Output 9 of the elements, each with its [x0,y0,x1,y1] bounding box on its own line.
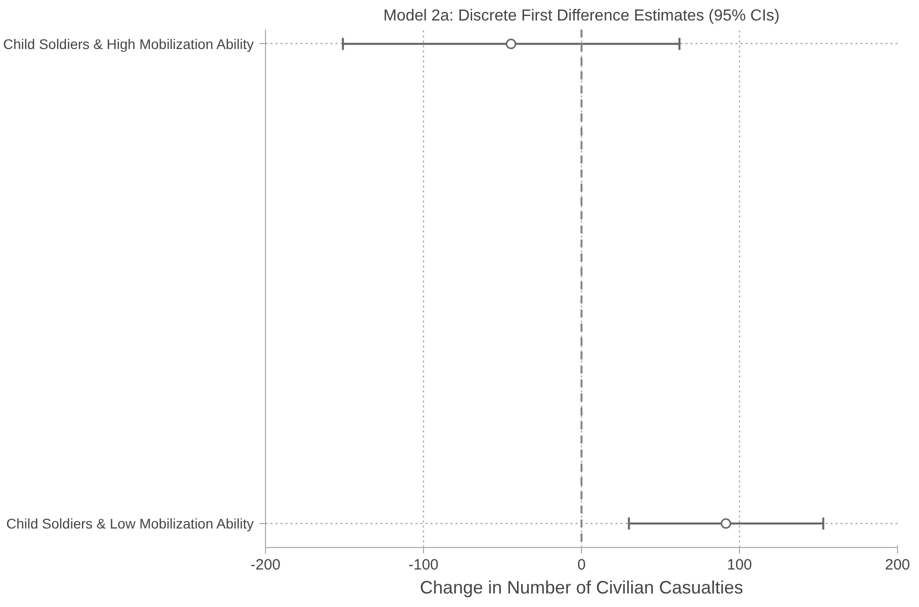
y-tick-label: Child Soldiers & High Mobilization Ability [3,36,254,52]
x-axis-title: Change in Number of Civilian Casualties [420,578,744,598]
x-tick-label: -200 [250,556,281,574]
x-tick-label: 200 [884,556,910,574]
text: Model 2a: Discrete First Difference Estimates (95% CIs) [383,8,780,24]
x-tick-label: 100 [726,556,752,574]
y-tick-label: Child Soldiers & Low Mobilization Ability [6,516,254,532]
x-tick-label: -100 [408,556,439,574]
x-tick-label: 0 [577,556,586,574]
